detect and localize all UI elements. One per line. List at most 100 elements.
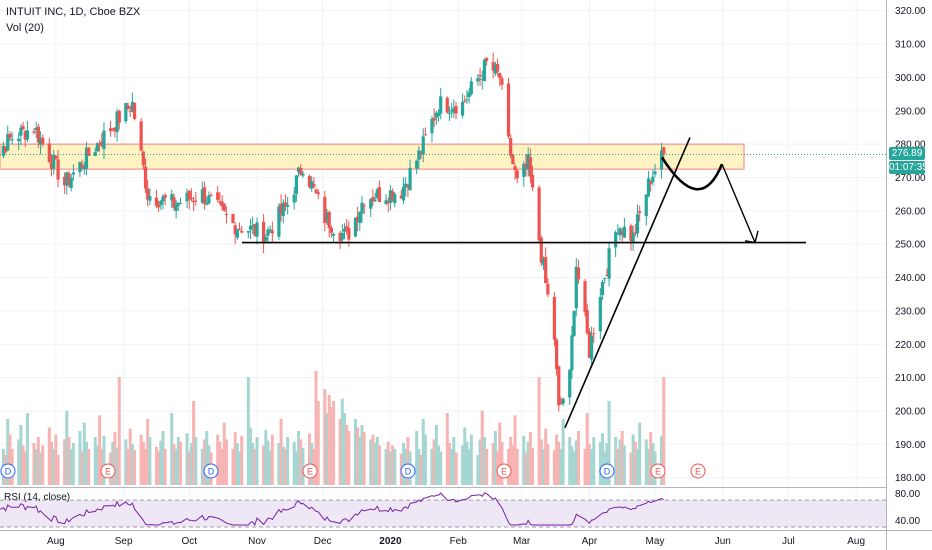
volume-bar xyxy=(154,446,158,485)
candle-body xyxy=(432,117,436,121)
candle-body xyxy=(415,160,419,169)
candle-body xyxy=(126,105,130,110)
price-tick-label: 180.00 xyxy=(895,473,926,484)
candle-body xyxy=(80,164,84,168)
volume-bar xyxy=(646,449,650,485)
candle-body xyxy=(635,214,640,234)
volume-bar xyxy=(402,443,406,485)
dividend-marker: D xyxy=(400,463,416,479)
price-tick-label: 320.00 xyxy=(895,6,926,17)
candle-body xyxy=(185,192,189,202)
volume-bar xyxy=(63,439,67,485)
volume-bar xyxy=(87,449,91,485)
volume-bar xyxy=(384,449,388,485)
candle-body xyxy=(572,310,576,336)
candle-body xyxy=(240,230,244,233)
candle-body xyxy=(539,237,543,263)
volume-bar xyxy=(235,443,239,485)
volume-bar xyxy=(500,441,504,485)
volume-bar xyxy=(264,429,268,485)
volume-bar xyxy=(557,441,561,485)
volume-bar xyxy=(415,431,419,485)
volume-bar xyxy=(78,431,82,485)
volume-bar xyxy=(253,449,257,485)
volume-bar xyxy=(419,455,423,485)
candle-body xyxy=(25,130,30,140)
volume-bar xyxy=(163,449,167,485)
dividend-marker: D xyxy=(0,463,16,479)
event-marker-circle xyxy=(650,463,666,479)
candle-body xyxy=(268,229,272,231)
candle-body xyxy=(205,203,209,205)
volume-bar xyxy=(570,446,574,485)
volume-bar xyxy=(222,422,226,485)
volume-bar xyxy=(93,437,97,485)
candle-body xyxy=(526,154,530,170)
volume-bar xyxy=(262,445,266,485)
price-tick-label: 230.00 xyxy=(895,306,926,317)
uptrend-line xyxy=(564,137,691,428)
volume-bar xyxy=(323,389,327,485)
volume-bar xyxy=(568,437,572,485)
candle-body xyxy=(132,103,137,119)
candle-body xyxy=(316,192,320,195)
volume-bar xyxy=(587,444,591,485)
event-marker-letter: E xyxy=(105,467,111,477)
candle-body xyxy=(439,96,443,114)
volume-bar xyxy=(559,449,563,485)
volume-bar xyxy=(80,451,84,485)
volume-bar xyxy=(638,422,642,485)
volume-bar xyxy=(67,437,71,485)
volume-bar xyxy=(583,449,587,485)
time-tick-label: Sep xyxy=(115,536,133,547)
candle-body xyxy=(235,229,239,238)
candle-body xyxy=(95,143,100,152)
volume-bar xyxy=(539,439,543,485)
volume-bar xyxy=(622,445,626,485)
volume-bar xyxy=(294,451,298,485)
volume-bar xyxy=(34,449,38,485)
candle-body xyxy=(246,230,250,233)
candle-body xyxy=(38,138,43,145)
price-tick-label: 290.00 xyxy=(895,106,926,117)
candle-body xyxy=(108,128,113,132)
event-marker-letter: D xyxy=(604,467,611,477)
time-tick-label: Oct xyxy=(181,536,197,547)
candle-body xyxy=(399,195,403,199)
candle-body xyxy=(388,190,393,203)
price-tick-label: 250.00 xyxy=(895,240,926,251)
candle-body xyxy=(117,110,121,123)
price-tick-label: 270.00 xyxy=(895,173,926,184)
volume-bar xyxy=(301,447,305,485)
candle-body xyxy=(537,187,541,241)
candle-body xyxy=(528,157,532,177)
volume-bar xyxy=(437,445,441,485)
price-tick-label: 240.00 xyxy=(895,273,926,284)
volume-bar xyxy=(391,445,395,485)
volume-bar xyxy=(491,443,495,485)
volume-bar xyxy=(292,441,296,485)
volume-bar xyxy=(128,428,132,485)
volume-bar xyxy=(360,425,364,485)
candle-body xyxy=(401,186,406,201)
volume-bar xyxy=(585,413,589,485)
candle-body xyxy=(447,112,452,114)
time-tick-label: Nov xyxy=(248,536,266,547)
volume-bar xyxy=(200,449,204,485)
candle-body xyxy=(513,166,517,171)
event-marker-circle xyxy=(0,463,16,479)
volume-bar xyxy=(421,419,425,485)
candle-body xyxy=(19,127,23,136)
volume-bar xyxy=(461,445,465,485)
candle-body xyxy=(97,144,102,146)
candle-body xyxy=(480,78,484,80)
volume-bar xyxy=(478,439,482,485)
volume-bar xyxy=(316,401,320,485)
candle-body xyxy=(552,296,557,340)
volume-bar xyxy=(95,445,99,485)
volume-bar xyxy=(432,439,436,485)
candle-body xyxy=(576,267,581,280)
volume-bar xyxy=(644,439,648,485)
